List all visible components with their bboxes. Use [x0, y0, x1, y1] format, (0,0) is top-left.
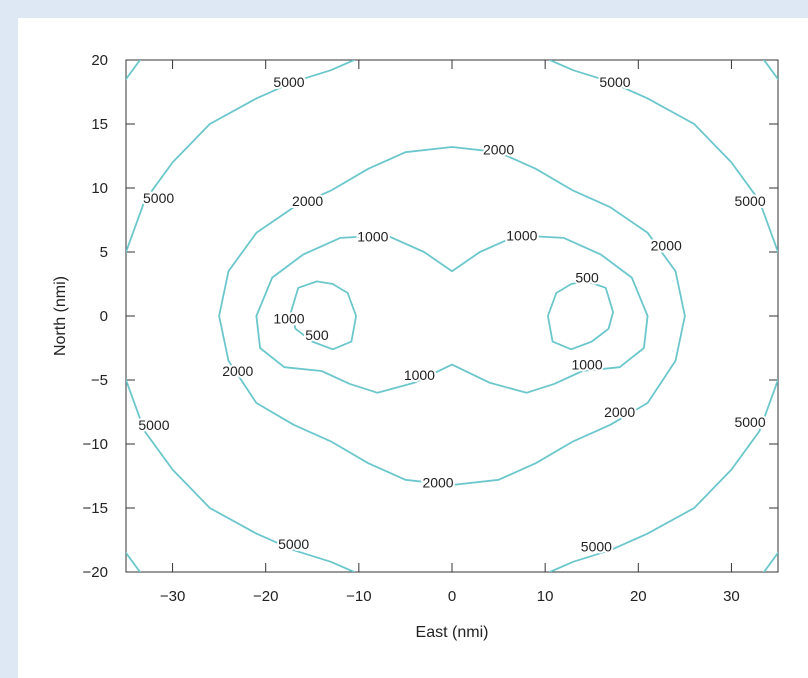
x-tick-label: −10	[346, 588, 371, 605]
y-tick-label: 15	[91, 116, 108, 133]
contour-line-5000	[763, 60, 778, 81]
contour-label-500: 500	[305, 327, 329, 343]
x-tick-label: 30	[723, 588, 740, 605]
contour-label-5000: 5000	[278, 536, 309, 552]
y-tick-label: 5	[100, 244, 108, 261]
y-axis-title: North (nmi)	[52, 276, 69, 356]
contour-chart: −30 −20 −10 0 10 20 30 20 15 10 5 0 −5 −10 −15 −20 East …	[52, 52, 779, 641]
contour-line-5000	[548, 379, 778, 572]
contour-label-5000: 5000	[734, 414, 765, 430]
y-tick-label: 20	[91, 52, 108, 69]
contour-line-5000	[763, 551, 778, 572]
contour-label-1000: 1000	[404, 367, 435, 383]
contour-label-1000: 1000	[357, 229, 388, 245]
contour-line-5000	[126, 60, 356, 253]
x-tick-label: 10	[537, 588, 554, 605]
contour-label-1000: 1000	[273, 311, 304, 327]
contour-line-1000	[255, 234, 649, 394]
contour-label-5000: 5000	[138, 417, 169, 433]
y-tick-label: 0	[100, 308, 108, 325]
contour-lines	[126, 60, 778, 572]
contour-line-500	[547, 280, 614, 351]
contour-line-5000	[548, 60, 778, 253]
contour-label-2000: 2000	[483, 142, 514, 158]
contour-label-5000: 5000	[734, 193, 765, 209]
x-axis-title: East (nmi)	[416, 624, 489, 641]
contour-label-5000: 5000	[581, 538, 612, 554]
contour-label-2000: 2000	[422, 474, 453, 490]
y-tick-label: −5	[91, 372, 108, 389]
contour-label-2000: 2000	[292, 193, 323, 209]
contour-line-5000	[126, 379, 356, 572]
contour-label-5000: 5000	[599, 74, 630, 90]
y-tick-label: −10	[83, 436, 108, 453]
x-tick-label: −30	[160, 588, 185, 605]
contour-label-2000: 2000	[222, 363, 253, 379]
plot-frame	[125, 59, 779, 573]
contour-label-2000: 2000	[604, 404, 635, 420]
contour-label-5000: 5000	[143, 190, 174, 206]
contour-label-2000: 2000	[651, 238, 682, 254]
y-tick-label: 10	[91, 180, 108, 197]
y-tick-label: −15	[83, 500, 108, 517]
contour-label-5000: 5000	[273, 74, 304, 90]
contour-label-500: 500	[575, 270, 599, 286]
x-tick-label: 20	[630, 588, 647, 605]
x-tick-label: 0	[448, 588, 456, 605]
contour-label-1000: 1000	[506, 227, 537, 243]
contour-line-500	[289, 280, 358, 351]
y-tick-label: −20	[83, 564, 108, 581]
x-tick-label: −20	[253, 588, 278, 605]
contour-line-5000	[126, 551, 141, 572]
contour-line-2000	[218, 146, 686, 486]
contour-label-1000: 1000	[571, 357, 602, 373]
chart-panel: −30 −20 −10 0 10 20 30 20 15 10 5 0 −5 −10 −15 −20 East …	[18, 18, 808, 678]
contour-line-5000	[126, 60, 141, 81]
